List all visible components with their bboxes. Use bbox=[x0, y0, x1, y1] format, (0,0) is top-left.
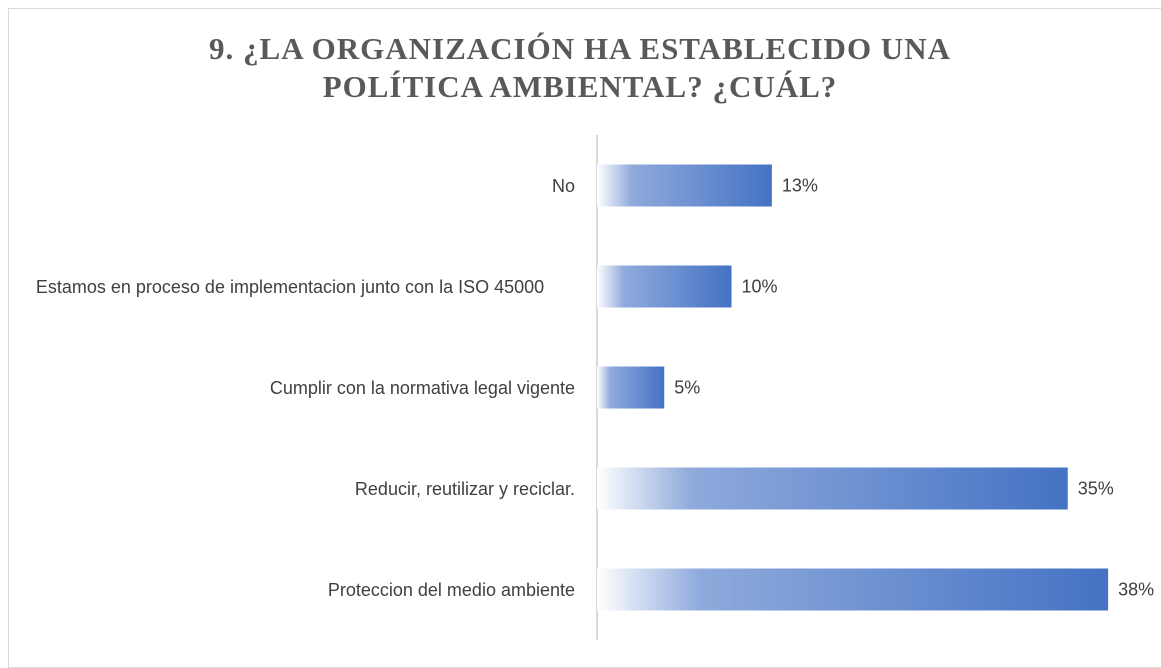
category-label: Reducir, reutilizar y reciclar. bbox=[354, 478, 575, 499]
bar bbox=[597, 164, 772, 207]
bar bbox=[597, 366, 665, 409]
category-label: Estamos en proceso de implementacion jun… bbox=[35, 276, 545, 297]
bar bbox=[597, 467, 1068, 510]
value-label: 13% bbox=[781, 175, 818, 195]
category-label: Proteccion del medio ambiente bbox=[327, 579, 575, 600]
value-label: 10% bbox=[741, 276, 778, 296]
value-label: 38% bbox=[1118, 579, 1155, 599]
bar bbox=[597, 568, 1109, 611]
category-label: Cumplir con la normativa legal vigente bbox=[269, 377, 575, 398]
category-label: No bbox=[551, 175, 575, 196]
chart-title: 9. ¿LA ORGANIZACIÓN HA ESTABLECIDO UNA P… bbox=[209, 31, 951, 104]
bar bbox=[597, 265, 732, 308]
value-label: 5% bbox=[674, 377, 701, 397]
value-label: 35% bbox=[1077, 478, 1114, 498]
